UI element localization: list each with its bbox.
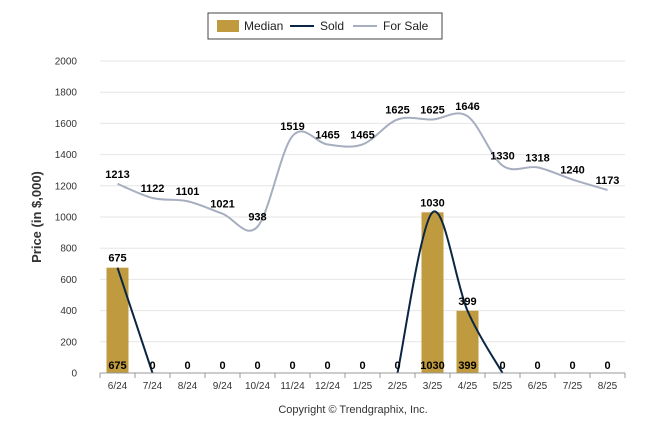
y-tick-label: 600 [60, 275, 77, 286]
sold-series-line [116, 210, 504, 374]
legend-swatch-median [217, 20, 239, 32]
sold-data-label: 399 [458, 296, 476, 308]
y-tick-labels: 0 200 400 600 800 1000 1200 1400 1600 1800 2000 [55, 57, 78, 380]
sold-data-label: 1030 [420, 197, 444, 209]
data-labels: 1213 1122 1101 1021 938 1519 1465 1465 1625 1625 1… [105, 101, 619, 372]
x-tick-label: 1/25 [353, 381, 373, 392]
x-tick-label: 7/24 [143, 381, 163, 392]
legend-label-sold: Sold [320, 19, 344, 33]
for-sale-data-label: 1465 [315, 129, 339, 141]
median-bar [421, 212, 444, 373]
for-sale-data-label: 1122 [141, 183, 165, 195]
median-data-label: 399 [458, 360, 476, 372]
median-data-label: 0 [149, 360, 155, 372]
x-tick-label: 12/24 [315, 381, 340, 392]
legend-label-for-sale: For Sale [383, 19, 429, 33]
x-tick-label: 5/25 [493, 381, 513, 392]
y-tick-label: 2000 [55, 57, 78, 68]
median-data-label: 0 [534, 360, 540, 372]
for-sale-data-label: 1625 [420, 105, 444, 117]
x-tick-label: 4/25 [458, 381, 478, 392]
for-sale-data-label: 1330 [490, 151, 514, 163]
median-data-label: 0 [289, 360, 295, 372]
y-tick-label: 1200 [55, 181, 78, 192]
median-data-label: 0 [359, 360, 365, 372]
for-sale-data-label: 1625 [385, 105, 409, 117]
x-tick-label: 6/24 [108, 381, 128, 392]
axes [99, 372, 626, 378]
median-bars [106, 212, 479, 373]
y-tick-label: 1800 [55, 88, 78, 99]
legend-label-median: Median [244, 19, 283, 33]
x-tick-label: 11/24 [280, 381, 305, 392]
y-tick-label: 400 [60, 306, 77, 317]
y-tick-label: 800 [60, 244, 77, 255]
median-data-label: 1030 [420, 360, 444, 372]
x-tick-label: 6/25 [528, 381, 548, 392]
median-bar [456, 310, 479, 373]
x-tick-labels: 6/24 7/24 8/24 9/24 10/24 11/24 12/24 1/25 2/25 3… [108, 381, 618, 392]
y-tick-label: 1400 [55, 150, 78, 161]
for-sale-data-label: 1465 [350, 129, 374, 141]
x-tick-label: 2/25 [388, 381, 408, 392]
x-tick-label: 10/24 [245, 381, 270, 392]
x-tick-label: 8/25 [598, 381, 618, 392]
x-tick-label: 8/24 [178, 381, 198, 392]
for-sale-data-label: 938 [248, 212, 266, 224]
median-data-label: 0 [219, 360, 225, 372]
for-sale-data-label: 1101 [176, 186, 200, 198]
gridlines [100, 60, 625, 374]
for-sale-data-label: 1519 [280, 121, 304, 133]
for-sale-data-label: 1318 [525, 152, 549, 164]
y-tick-label: 200 [60, 337, 77, 348]
median-data-label: 0 [569, 360, 575, 372]
for-sale-data-label: 1213 [105, 169, 129, 181]
median-data-label: 675 [108, 360, 126, 372]
legend-box [207, 12, 443, 40]
for-sale-data-label: 1646 [455, 101, 479, 113]
copyright-text: Copyright © Trendgraphix, Inc. [278, 404, 427, 416]
median-data-label: 0 [499, 360, 505, 372]
for-sale-data-label: 1021 [210, 199, 234, 211]
y-tick-label: 1600 [55, 119, 78, 130]
median-data-label: 0 [604, 360, 610, 372]
for-sale-data-label: 1173 [596, 175, 620, 187]
median-data-label: 0 [324, 360, 330, 372]
median-data-label: 0 [394, 360, 400, 372]
median-bar [106, 267, 129, 373]
y-tick-label: 0 [71, 369, 77, 380]
y-axis-label: Price (in $,000) [29, 171, 44, 263]
legend: Median Sold For Sale [207, 12, 443, 40]
sold-data-label: 675 [108, 253, 126, 265]
median-data-label: 0 [184, 360, 190, 372]
for-sale-data-label: 1240 [560, 165, 584, 177]
median-data-label: 0 [254, 360, 260, 372]
x-tick-label: 3/25 [423, 381, 443, 392]
x-tick-label: 7/25 [563, 381, 583, 392]
x-tick-label: 9/24 [213, 381, 233, 392]
y-tick-label: 1000 [55, 213, 78, 224]
for-sale-series-line [117, 112, 608, 232]
